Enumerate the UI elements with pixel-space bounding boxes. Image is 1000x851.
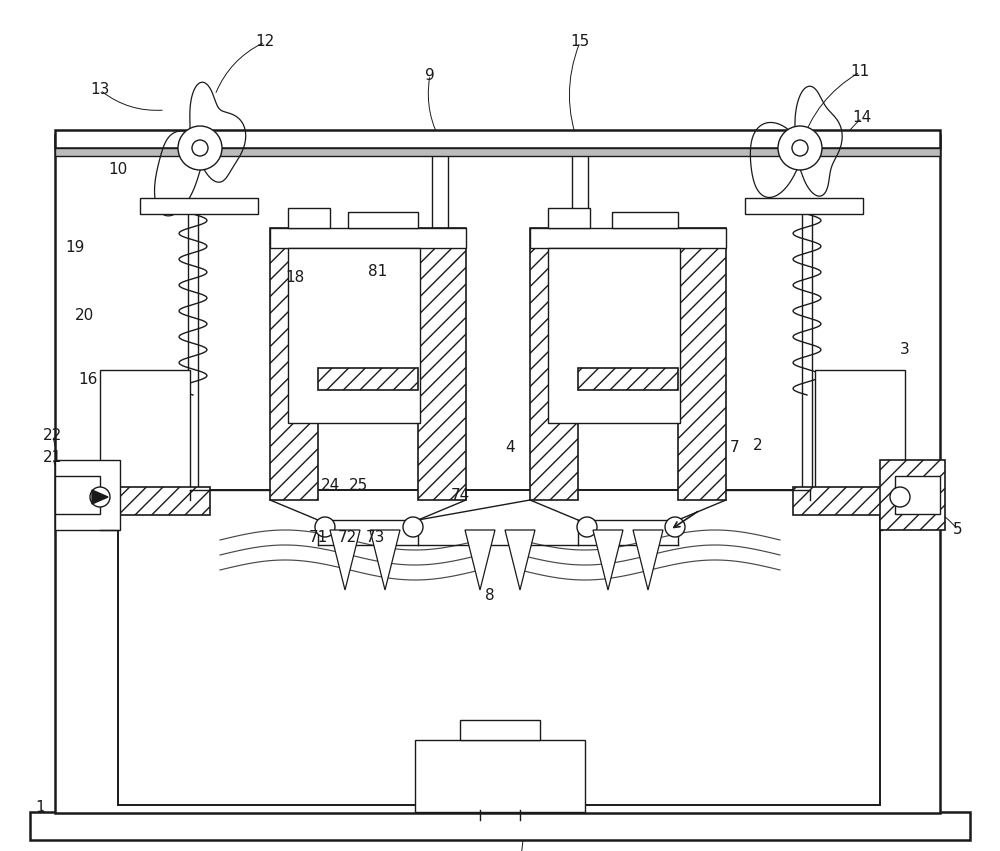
Text: 11: 11 [850, 65, 870, 79]
Bar [55, 135, 940, 813]
Bar [578, 368, 678, 390]
Polygon shape [593, 530, 623, 590]
Text: 21: 21 [43, 450, 63, 465]
Bar [612, 212, 678, 228]
Text: 18: 18 [285, 271, 305, 285]
Bar [530, 228, 578, 500]
Text: 1: 1 [35, 801, 45, 815]
Bar [348, 212, 418, 228]
Bar [460, 720, 540, 740]
Bar [288, 248, 420, 423]
Circle shape [792, 140, 808, 156]
Text: 20: 20 [75, 307, 95, 323]
Text: 71: 71 [308, 530, 328, 545]
Text: 5: 5 [953, 523, 963, 538]
Text: 22: 22 [43, 429, 63, 443]
Bar [100, 370, 190, 495]
Circle shape [778, 126, 822, 170]
Polygon shape [465, 530, 495, 590]
Circle shape [315, 517, 335, 537]
Text: 12: 12 [255, 35, 275, 49]
Text: 8: 8 [485, 587, 495, 603]
Bar [415, 740, 585, 812]
Text: 14: 14 [852, 111, 872, 125]
Bar [55, 130, 940, 148]
Text: 19: 19 [65, 241, 85, 255]
Circle shape [665, 517, 685, 537]
Text: 10: 10 [108, 163, 128, 178]
Bar [548, 208, 590, 228]
Bar [318, 368, 418, 390]
Bar [793, 487, 923, 515]
Text: 73: 73 [365, 530, 385, 545]
Bar [118, 490, 880, 805]
Text: 3: 3 [900, 342, 910, 357]
Polygon shape [330, 530, 360, 590]
Text: 24: 24 [320, 477, 340, 493]
Bar [80, 487, 210, 515]
Text: 2: 2 [753, 437, 763, 453]
Polygon shape [633, 530, 663, 590]
Text: 15: 15 [570, 35, 590, 49]
Bar [55, 148, 940, 156]
Bar [55, 460, 120, 530]
Polygon shape [92, 490, 108, 504]
Circle shape [90, 487, 110, 507]
Bar [530, 228, 726, 248]
Text: 4: 4 [505, 441, 515, 455]
Text: 13: 13 [90, 83, 110, 98]
Bar [270, 228, 466, 248]
Bar [270, 228, 318, 500]
Bar [30, 812, 970, 840]
Bar [548, 248, 680, 423]
Circle shape [178, 126, 222, 170]
Circle shape [890, 487, 910, 507]
Bar [815, 370, 905, 495]
Text: 7: 7 [730, 441, 740, 455]
Text: 74: 74 [450, 488, 470, 502]
Polygon shape [370, 530, 400, 590]
Circle shape [403, 517, 423, 537]
Bar [288, 208, 330, 228]
Bar [880, 460, 945, 530]
Bar [418, 228, 466, 500]
Circle shape [577, 517, 597, 537]
Text: 81: 81 [368, 265, 388, 279]
Text: 9: 9 [425, 67, 435, 83]
Bar [55, 476, 100, 514]
Bar [895, 476, 940, 514]
Text: 25: 25 [348, 477, 368, 493]
Text: 72: 72 [337, 530, 357, 545]
Circle shape [192, 140, 208, 156]
Polygon shape [505, 530, 535, 590]
Bar [745, 198, 863, 214]
Text: 16: 16 [78, 373, 98, 387]
Bar [140, 198, 258, 214]
Bar [678, 228, 726, 500]
